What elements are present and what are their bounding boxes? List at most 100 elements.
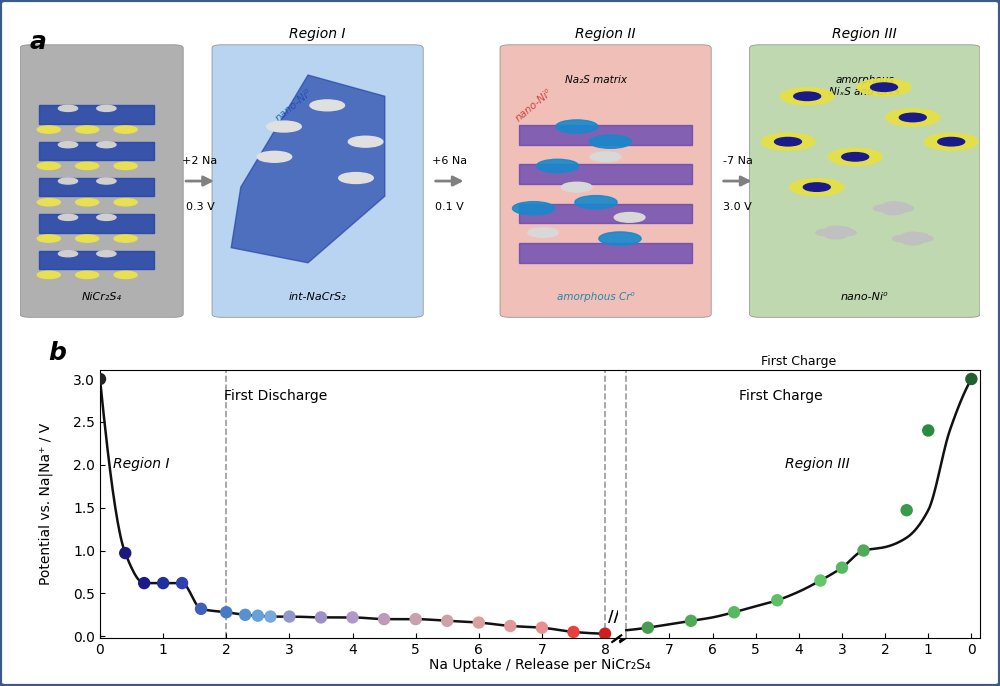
Text: nano-Ni⁰: nano-Ni⁰ xyxy=(841,292,889,302)
FancyBboxPatch shape xyxy=(20,45,183,318)
Point xyxy=(856,545,872,556)
Circle shape xyxy=(97,142,116,147)
Circle shape xyxy=(348,137,383,147)
Point xyxy=(534,622,550,633)
Text: NiCr₂S₄: NiCr₂S₄ xyxy=(82,292,122,302)
Circle shape xyxy=(76,235,99,242)
Point xyxy=(769,595,785,606)
Circle shape xyxy=(899,113,926,121)
Circle shape xyxy=(97,178,116,184)
Point xyxy=(281,611,297,622)
Circle shape xyxy=(97,106,116,111)
Bar xyxy=(519,165,692,184)
Point xyxy=(565,626,581,637)
Circle shape xyxy=(761,133,815,150)
Point xyxy=(117,547,133,558)
Point xyxy=(174,578,190,589)
Text: b: b xyxy=(48,341,66,365)
Circle shape xyxy=(830,227,851,233)
Circle shape xyxy=(37,271,60,279)
Bar xyxy=(39,106,154,123)
Point xyxy=(834,563,850,573)
Point xyxy=(376,613,392,624)
Circle shape xyxy=(888,202,909,209)
Circle shape xyxy=(37,163,60,169)
Bar xyxy=(519,204,692,224)
Circle shape xyxy=(893,235,914,242)
Bar xyxy=(519,125,692,145)
Circle shape xyxy=(310,100,344,111)
Point xyxy=(218,607,234,617)
Point xyxy=(439,615,455,626)
Circle shape xyxy=(883,202,904,209)
FancyBboxPatch shape xyxy=(212,45,423,318)
Point xyxy=(313,612,329,623)
Text: amorphous Cr⁰: amorphous Cr⁰ xyxy=(557,292,635,302)
Circle shape xyxy=(907,233,928,239)
Point xyxy=(963,373,979,384)
Circle shape xyxy=(76,199,99,206)
Point xyxy=(193,604,209,615)
Circle shape xyxy=(599,232,641,245)
Text: Region II: Region II xyxy=(575,27,636,40)
Circle shape xyxy=(803,183,830,191)
Circle shape xyxy=(825,226,847,233)
Circle shape xyxy=(58,250,78,257)
Circle shape xyxy=(842,152,869,161)
Circle shape xyxy=(873,205,895,211)
Circle shape xyxy=(590,152,621,162)
Bar xyxy=(519,243,692,263)
Point xyxy=(640,622,656,633)
Circle shape xyxy=(556,120,598,133)
Circle shape xyxy=(257,152,292,163)
Circle shape xyxy=(58,214,78,220)
Circle shape xyxy=(790,178,844,196)
Text: +2 Na: +2 Na xyxy=(182,156,218,166)
Circle shape xyxy=(912,235,933,242)
Text: 0.1 V: 0.1 V xyxy=(435,202,464,212)
Text: a: a xyxy=(30,29,46,54)
Circle shape xyxy=(938,137,965,146)
Point xyxy=(899,505,915,516)
Circle shape xyxy=(37,126,60,133)
Bar xyxy=(39,178,154,196)
Polygon shape xyxy=(231,75,385,263)
Circle shape xyxy=(825,233,847,239)
Circle shape xyxy=(816,229,837,236)
Point xyxy=(726,607,742,617)
Point xyxy=(237,609,253,620)
Circle shape xyxy=(857,79,911,95)
Point xyxy=(262,611,278,622)
Circle shape xyxy=(512,202,555,215)
Text: First Charge: First Charge xyxy=(739,389,823,403)
Circle shape xyxy=(561,182,592,192)
Circle shape xyxy=(37,199,60,206)
Point xyxy=(683,615,699,626)
Circle shape xyxy=(528,228,559,237)
Circle shape xyxy=(58,142,78,147)
Circle shape xyxy=(37,235,60,242)
Circle shape xyxy=(835,229,856,236)
Y-axis label: Potential vs. Na|Na⁺ / V: Potential vs. Na|Na⁺ / V xyxy=(39,423,53,585)
Point xyxy=(92,373,108,384)
Circle shape xyxy=(114,271,137,279)
Circle shape xyxy=(114,163,137,169)
Text: int-NaCrS₂: int-NaCrS₂ xyxy=(289,292,346,302)
Point xyxy=(250,611,266,622)
Text: 0.3 V: 0.3 V xyxy=(186,202,214,212)
FancyBboxPatch shape xyxy=(500,45,711,318)
Point xyxy=(155,578,171,589)
Bar xyxy=(39,250,154,269)
Point xyxy=(471,617,487,628)
Circle shape xyxy=(883,208,904,215)
Circle shape xyxy=(58,178,78,184)
Point xyxy=(502,620,518,631)
Text: +6 Na: +6 Na xyxy=(432,156,467,166)
Circle shape xyxy=(97,214,116,220)
Text: 3.0 V: 3.0 V xyxy=(723,202,752,212)
Circle shape xyxy=(614,213,645,222)
Bar xyxy=(39,142,154,160)
Circle shape xyxy=(575,196,617,209)
Circle shape xyxy=(886,109,940,126)
Circle shape xyxy=(780,88,834,105)
